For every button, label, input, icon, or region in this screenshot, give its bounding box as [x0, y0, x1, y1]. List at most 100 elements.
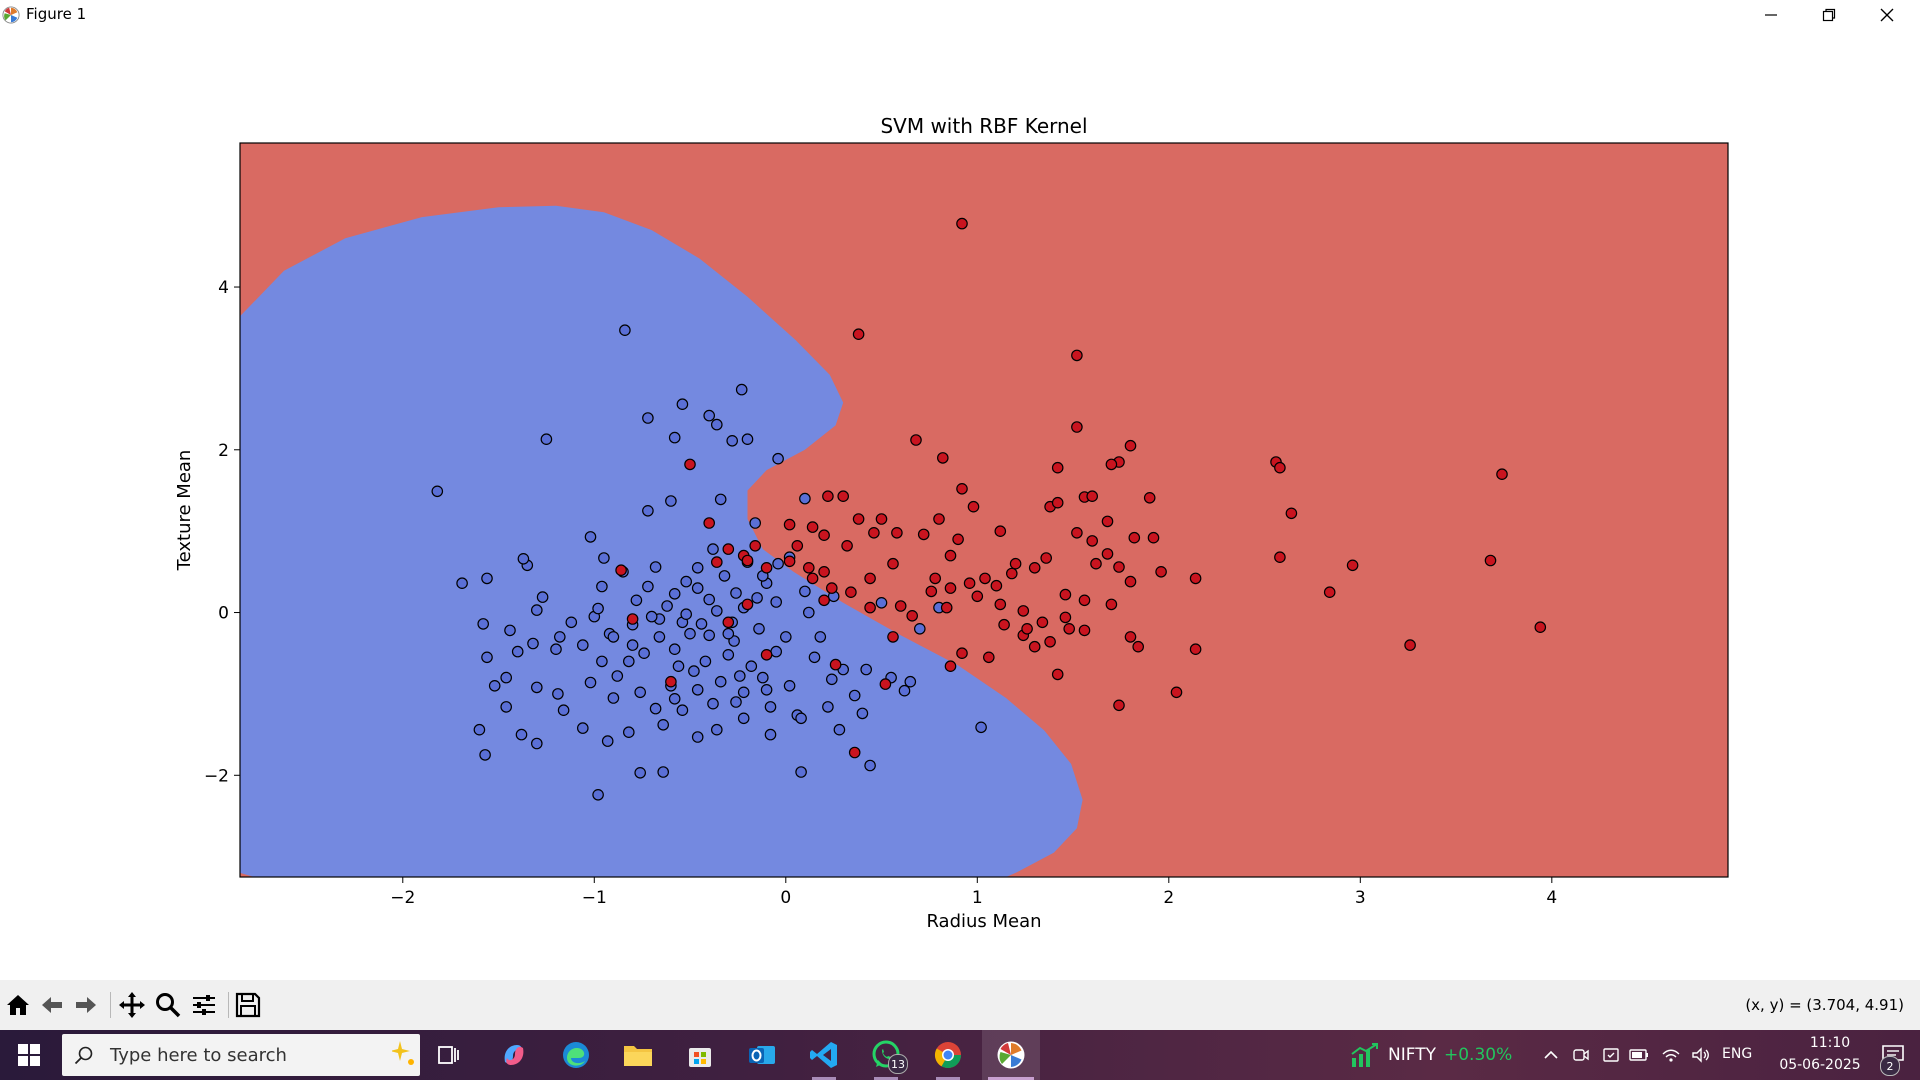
data-point-class-1	[956, 647, 968, 659]
configure-subplots-icon	[193, 995, 215, 1015]
data-point-class-0	[668, 643, 681, 655]
data-point-class-0	[649, 561, 662, 573]
data-point-class-0	[737, 712, 750, 725]
data-point-class-0	[634, 766, 646, 779]
data-point-class-1	[917, 528, 930, 541]
navigation-toolbar: (x, y) = (3.704, 4.91)	[0, 980, 1920, 1030]
volume-icon	[1692, 1047, 1709, 1063]
tray-defender[interactable]	[1600, 1044, 1622, 1066]
data-point-class-1	[906, 609, 918, 622]
task-view-button[interactable]	[420, 1030, 476, 1080]
clock-date[interactable]: 05-06-2025	[1779, 1057, 1861, 1073]
data-point-class-1	[982, 651, 995, 664]
data-point-class-0	[764, 728, 777, 741]
data-point-class-1	[1059, 611, 1072, 624]
data-point-class-1	[1044, 635, 1056, 648]
data-point-class-0	[431, 485, 444, 498]
close-button[interactable]	[1858, 0, 1916, 30]
data-point-class-1	[1028, 640, 1041, 653]
data-point-class-0	[479, 749, 491, 761]
data-point-class-0	[622, 726, 635, 738]
data-point-class-1	[1274, 551, 1286, 563]
data-point-class-0	[642, 412, 654, 424]
data-point-class-1	[665, 675, 677, 688]
taskbar-whatsapp[interactable]: 13	[858, 1030, 914, 1080]
figure-canvas[interactable]: SVM with RBF Kernel −2 −1 0 1 2 3 4 −2 0 2 4 Radi…	[0, 30, 1920, 980]
data-point-class-0	[488, 679, 501, 692]
clock-time[interactable]: 11:10	[1809, 1035, 1851, 1051]
save-button[interactable]	[232, 989, 264, 1021]
data-point-class-1	[1113, 699, 1125, 712]
home-button[interactable]	[2, 989, 34, 1021]
data-point-class-1	[741, 554, 754, 567]
data-point-class-1	[783, 518, 796, 531]
data-point-class-1	[1078, 594, 1091, 607]
data-point-class-1	[806, 521, 819, 533]
data-point-class-1	[1071, 349, 1083, 362]
x-tick-label: 2	[1163, 888, 1174, 908]
edge-browser-icon	[563, 1042, 589, 1068]
minimize-button[interactable]	[1742, 0, 1800, 30]
input-language[interactable]: ENG	[1722, 1046, 1753, 1062]
data-point-class-0	[668, 587, 681, 600]
restore-button[interactable]	[1800, 0, 1858, 30]
data-point-class-1	[741, 598, 754, 611]
tray-meet-now[interactable]	[1570, 1044, 1592, 1066]
data-point-class-0	[710, 723, 723, 736]
zoom-button[interactable]	[152, 989, 184, 1021]
data-point-class-0	[795, 712, 807, 725]
tray-network[interactable]	[1660, 1044, 1682, 1066]
show-hidden-icons-button[interactable]	[1540, 1044, 1562, 1066]
data-point-class-1	[1005, 567, 1018, 580]
data-point-class-1	[1496, 468, 1508, 480]
taskbar-edge[interactable]	[548, 1030, 604, 1080]
configure-subplots-button[interactable]	[188, 989, 220, 1021]
data-point-class-0	[710, 418, 723, 431]
data-point-class-0	[772, 557, 784, 570]
taskbar-matplotlib[interactable]	[982, 1030, 1040, 1080]
data-point-class-1	[703, 517, 715, 529]
data-point-class-1	[1086, 490, 1098, 502]
y-axis-label: Texture Mean	[174, 450, 195, 572]
taskbar-chrome[interactable]	[920, 1030, 976, 1080]
data-point-class-0	[875, 596, 888, 609]
data-point-class-1	[994, 525, 1007, 537]
pan-button[interactable]	[116, 989, 148, 1021]
data-point-class-0	[680, 575, 692, 588]
start-button[interactable]	[0, 1030, 58, 1080]
tray-volume[interactable]	[1690, 1044, 1712, 1066]
taskbar-outlook[interactable]	[734, 1030, 790, 1080]
data-point-class-0	[611, 670, 624, 682]
taskbar-vscode[interactable]	[796, 1030, 852, 1080]
search-box[interactable]: Type here to search	[62, 1034, 420, 1076]
data-point-class-1	[845, 586, 857, 598]
taskbar-file-explorer[interactable]	[610, 1030, 666, 1080]
back-button[interactable]	[36, 989, 68, 1021]
plot-area	[240, 143, 1728, 877]
data-point-class-0	[756, 671, 769, 684]
data-point-class-1	[684, 458, 696, 471]
tray-battery[interactable]	[1628, 1044, 1650, 1066]
data-point-class-1	[760, 561, 773, 574]
data-point-class-1	[615, 564, 627, 576]
folder-icon	[624, 1046, 652, 1066]
data-point-class-1	[940, 601, 953, 614]
cursor-coordinates: (x, y) = (3.704, 4.91)	[1745, 996, 1904, 1014]
taskbar-store[interactable]	[672, 1030, 728, 1080]
sparkle-decoration-icon	[392, 1041, 414, 1065]
data-point-class-0	[814, 631, 827, 643]
data-point-class-1	[841, 539, 853, 552]
data-point-class-0	[898, 684, 911, 697]
region-class-0	[240, 205, 1083, 877]
data-point-class-1	[929, 572, 941, 585]
data-point-class-0	[737, 686, 750, 699]
forward-button[interactable]	[70, 989, 102, 1021]
nifty-widget[interactable]: NIFTY +0.30%	[1350, 1030, 1512, 1080]
data-point-class-1	[1124, 439, 1137, 452]
data-point-class-0	[634, 686, 646, 699]
data-point-class-0	[584, 531, 597, 543]
data-point-class-0	[530, 737, 543, 750]
data-point-class-0	[772, 452, 784, 465]
data-point-class-0	[741, 433, 754, 445]
taskbar-copilot[interactable]	[486, 1030, 542, 1080]
